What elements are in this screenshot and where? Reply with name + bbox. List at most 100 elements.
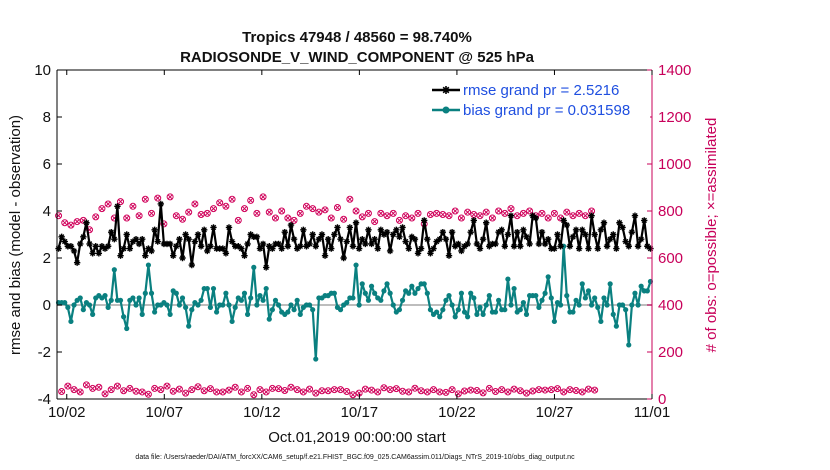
bias-point [638,283,644,289]
bias-point [272,297,279,303]
obs-assimilated-marker [241,206,248,212]
obs-assimilated-marker [136,213,142,219]
obs-assimilated-marker [409,215,415,221]
bias-point [579,281,585,287]
bias-point [471,295,477,301]
rmse-point [70,247,78,255]
obs-count-point [507,205,515,213]
bias-point [480,311,486,317]
bias-point [536,304,542,310]
obs-assimilated-marker [319,388,325,394]
bias-point [213,309,220,315]
obs-count-point [129,202,137,210]
obs-possible-marker [194,383,202,391]
obs-possible-marker [188,386,196,394]
rmse-point [452,243,459,250]
bias-point [254,302,260,308]
obs-assimilated-marker [415,210,421,216]
rmse-point [560,217,567,224]
obs-assimilated-marker [517,388,523,394]
obs-possible-marker [337,386,345,394]
rmse-point [628,228,636,236]
obs-possible-marker [560,388,568,396]
rmse-point [145,245,152,252]
obs-possible-marker [464,208,472,216]
bias-point [443,297,449,303]
obs-count-point [209,205,217,213]
obs-count-point [271,214,279,222]
obs-possible-marker [333,203,341,211]
rmse-point [365,226,372,233]
obs-count-point [389,209,397,217]
obs-possible-marker [451,207,459,215]
rmse-point [433,238,440,245]
obs-assimilated-marker [167,194,173,200]
obs-count-point [219,388,227,396]
bias-point [406,290,412,296]
obs-possible-marker [538,209,546,217]
obs-assimilated-marker [164,383,170,389]
obs-possible-marker [488,214,496,222]
bias-point [269,307,275,313]
obs-assimilated-marker [551,210,557,216]
obs-assimilated-marker [201,388,207,394]
obs-count-point [169,387,177,395]
obs-possible-marker [228,195,236,203]
obs-possible-marker [479,389,487,397]
obs-possible-marker [216,199,224,207]
obs-possible-marker [61,219,69,227]
rmse-point [411,236,419,243]
obs-assimilated-marker [461,388,468,394]
rmse-point [306,240,313,248]
obs-assimilated-marker [288,384,294,390]
obs-count-point [194,383,202,391]
obs-assimilated-marker [322,207,328,213]
y-right-tick-label: 400 [658,297,683,314]
obs-possible-marker [107,386,115,394]
bias-point [474,311,480,317]
obs-count-point [163,382,171,390]
bias-point [310,307,316,313]
rmse-point [383,228,391,236]
bias-point [65,304,71,310]
obs-possible-marker [402,212,410,220]
bias-point [198,297,204,303]
x-axis-label: Oct.01,2019 00:00:00 start [268,429,446,446]
obs-assimilated-marker [582,213,588,219]
y-right-tick-label: 200 [658,344,683,361]
rmse-point [461,243,468,250]
obs-assimilated-marker [248,197,254,203]
obs-count-point [175,385,183,393]
rmse-point [430,245,437,252]
obs-assimilated-marker [353,208,359,214]
obs-assimilated-marker [124,215,130,221]
obs-assimilated-marker [585,386,592,392]
y-tick-label: -4 [38,391,51,408]
rmse-point [98,243,106,250]
bias-point [136,295,142,301]
rmse-point [585,245,592,252]
bias-point [610,311,616,317]
rmse-point [241,252,248,259]
obs-assimilated-marker [148,210,155,216]
y-tick-label: 2 [43,250,51,267]
obs-count-point [113,382,121,390]
obs-count-point [225,386,233,394]
obs-count-point [358,213,366,221]
bias-point [508,302,514,308]
obs-count-point [182,389,190,397]
obs-possible-marker [163,382,171,390]
rmse-point [123,231,130,238]
obs-assimilated-marker [427,211,433,218]
obs-count-point [340,215,348,223]
legend-bias-label: bias grand pr = 0.031598 [463,102,630,119]
obs-count-point [368,386,376,394]
obs-assimilated-marker [539,210,545,216]
obs-assimilated-marker [365,210,371,216]
obs-count-point [253,209,261,217]
bias-point [260,297,266,303]
rmse-point [380,231,388,238]
obs-possible-marker [485,384,493,392]
rmse-point [83,219,90,226]
bias-point [542,290,548,296]
